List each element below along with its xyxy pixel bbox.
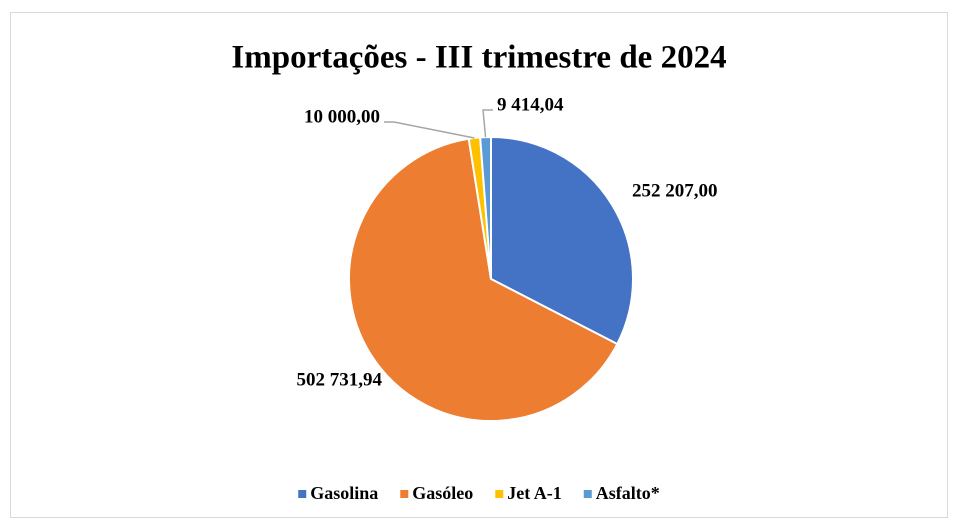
chart-title: Importações - III trimestre de 2024 <box>231 40 726 76</box>
leader-line <box>482 109 493 138</box>
legend-label: Gasolina <box>310 483 378 503</box>
legend-marker <box>583 490 592 498</box>
legend-label: Asfalto* <box>596 483 660 503</box>
legend-marker <box>298 490 307 498</box>
legend-marker <box>495 490 504 498</box>
data-label: 9 414,04 <box>497 94 564 115</box>
legend-label: Jet A-1 <box>507 483 561 503</box>
data-label: 252 207,00 <box>632 180 718 201</box>
data-label: 10 000,00 <box>304 106 380 127</box>
pie-slice <box>490 135 634 346</box>
leader-line <box>384 121 475 139</box>
legend-label: Gasóleo <box>412 483 473 503</box>
data-label: 502 731,94 <box>297 369 383 390</box>
pie-slice <box>348 137 619 422</box>
legend-marker <box>400 490 409 498</box>
